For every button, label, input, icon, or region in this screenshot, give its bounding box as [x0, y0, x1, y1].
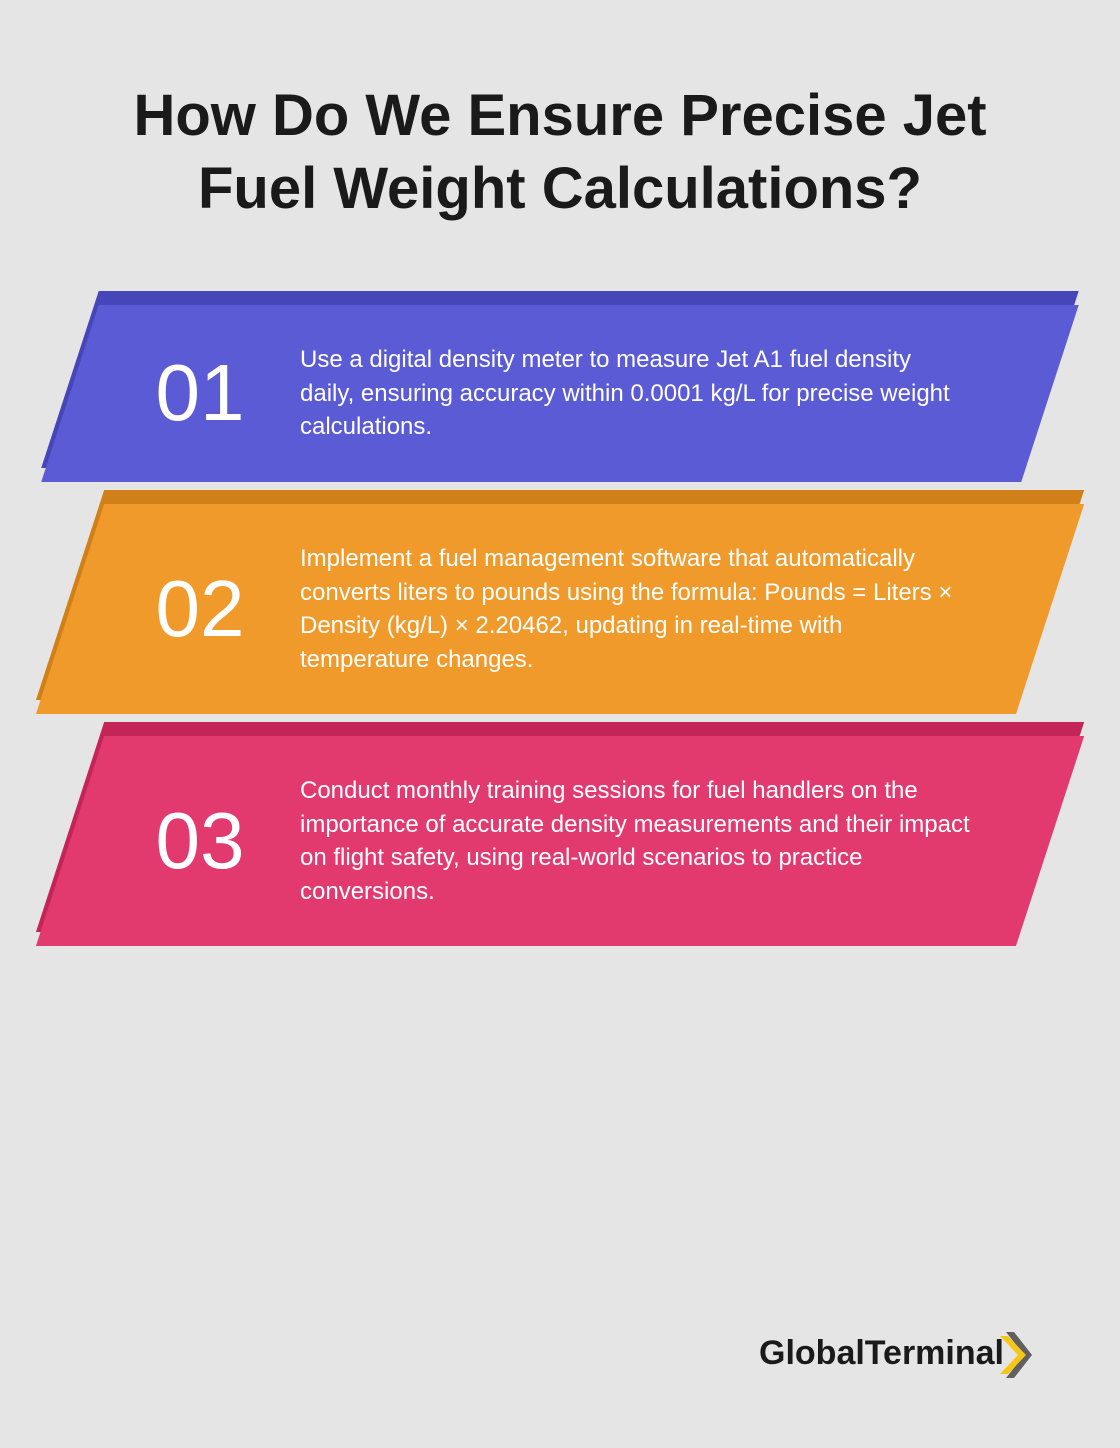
chevron-icon: [1000, 1328, 1040, 1378]
page-title: How Do We Ensure Precise Jet Fuel Weight…: [70, 80, 1050, 225]
step-number: 02: [140, 569, 260, 649]
step-text: Conduct monthly training sessions for fu…: [300, 774, 1000, 908]
step-item: 02 Implement a fuel management software …: [70, 504, 1050, 714]
step-item: 03 Conduct monthly training sessions for…: [70, 736, 1050, 946]
step-item: 01 Use a digital density meter to measur…: [70, 305, 1050, 482]
step-panel: 01 Use a digital density meter to measur…: [41, 305, 1078, 482]
steps-container: 01 Use a digital density meter to measur…: [70, 305, 1050, 947]
step-number: 03: [140, 801, 260, 881]
footer-brand: GlobalTerminal: [759, 1328, 1040, 1378]
step-number: 01: [140, 353, 260, 433]
step-panel: 02 Implement a fuel management software …: [36, 504, 1084, 714]
step-text: Implement a fuel management software tha…: [300, 542, 1000, 676]
step-text: Use a digital density meter to measure J…: [300, 343, 1000, 444]
brand-name: GlobalTerminal: [759, 1334, 1004, 1373]
step-panel: 03 Conduct monthly training sessions for…: [36, 736, 1084, 946]
chevron-front-shape: [1000, 1336, 1026, 1374]
